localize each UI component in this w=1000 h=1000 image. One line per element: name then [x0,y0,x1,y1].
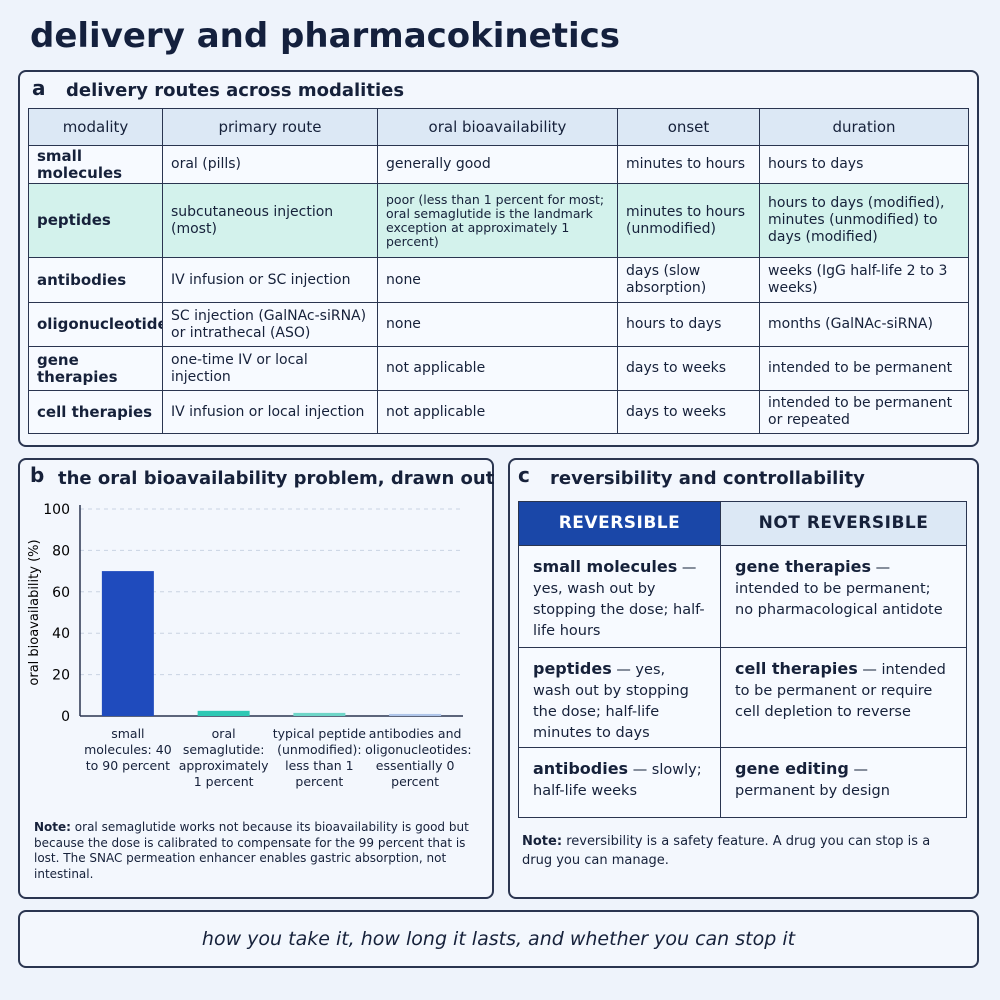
panel-heading: the oral bioavailability problem, drawn … [58,468,495,489]
table-cell: intended to be permanent or repeated [759,390,969,434]
x-tick-label: oral semaglutide: approximately 1 percen… [178,726,269,789]
reversibility-cell: antibodies — slowly; half-life weeks [518,747,721,818]
cell-lead: small molecules [533,557,678,576]
table-header-cell: duration [759,108,969,146]
note: Note: reversibility is a safety feature.… [522,832,942,870]
y-axis-label: oral bioavailability (%) [27,539,42,685]
y-tick-label: 20 [52,668,70,684]
note-text: oral semaglutide works not because its b… [34,820,469,881]
note-text: reversibility is a safety feature. A dru… [522,834,931,868]
y-tick-label: 100 [43,502,70,518]
bar [101,571,154,716]
cell-lead: gene therapies [735,557,872,576]
panel-letter: c [518,463,530,487]
table-cell: days (slow absorption) [617,257,760,303]
page-title: delivery and pharmacokinetics [30,16,620,56]
bar [293,712,346,716]
table-cell: peptides [28,183,163,258]
table-cell: days to weeks [617,346,760,391]
table-cell: oligonucleotides [28,302,177,347]
cell-lead: cell therapies [735,659,858,678]
panel-letter: a [32,76,46,100]
footer: how you take it, how long it lasts, and … [18,910,979,968]
panel-letter: b [30,463,45,487]
column-header: REVERSIBLE [518,501,721,546]
table-cell: hours to days (modified), minutes (unmod… [759,183,969,258]
y-tick-label: 60 [52,585,70,601]
table-cell: small molecules [28,145,163,184]
cell-text: — permanent by design [735,762,890,799]
y-tick-label: 80 [52,543,70,559]
bar [197,710,250,716]
cell-text: — intended to be permanent; no pharmacol… [735,560,943,618]
table-cell: antibodies [28,257,163,303]
table-cell: none [377,302,618,347]
note-label: Note: [34,820,71,834]
column-header: NOT REVERSIBLE [720,501,967,546]
table-cell: gene therapies [28,346,163,391]
reversibility-cell: peptides — yes, wash out by stopping the… [518,647,721,762]
reversibility-cell: gene therapies — intended to be permanen… [720,545,967,648]
cell-lead: gene editing [735,759,849,778]
reversibility-cell: gene editing — permanent by design [720,747,967,818]
table-cell: months (GalNAc-siRNA) [759,302,969,347]
y-tick-label: 0 [61,709,70,725]
table-cell: not applicable [377,390,618,434]
table-cell: intended to be permanent [759,346,969,391]
note-label: Note: [522,834,563,849]
cell-text: — slowly; half-life weeks [533,762,702,799]
table-cell: not applicable [377,346,618,391]
table-header-cell: primary route [162,108,378,146]
panel [18,458,494,899]
table-header-cell: onset [617,108,760,146]
table-cell: minutes to hours (unmodified) [617,183,760,258]
panel-heading: reversibility and controllability [550,468,865,489]
reversibility-cell: cell therapies — intended to be permanen… [720,647,967,748]
cell-lead: peptides [533,659,612,678]
table-header-cell: oral bioavailability [377,108,618,146]
table-cell: cell therapies [28,390,163,434]
table-cell: poor (less than 1 percent for most; oral… [377,183,618,258]
table-cell: subcutaneous injection (most) [162,183,378,258]
table-cell: generally good [377,145,618,184]
table-cell: none [377,257,618,303]
table-header-cell: modality [28,108,163,146]
x-tick-label: small molecules: 40 to 90 percent [84,726,172,773]
cell-text: — yes, wash out by stopping the dose; ha… [533,560,705,639]
table-cell: SC injection (GalNAc-siRNA) or intrathec… [162,302,378,347]
cell-text: — intended to be permanent or require ce… [735,662,946,720]
table-cell: IV infusion or local injection [162,390,378,434]
table-cell: days to weeks [617,390,760,434]
reversibility-cell: small molecules — yes, wash out by stopp… [518,545,721,648]
bar [389,713,442,716]
x-tick-label: typical peptide (unmodified): less than … [272,726,366,789]
note: Note: oral semaglutide works not because… [34,820,474,882]
panel-heading: delivery routes across modalities [66,80,405,101]
y-tick-label: 40 [52,626,70,642]
cell-lead: antibodies [533,759,629,778]
x-tick-label: antibodies and oligonucleotides: essenti… [365,726,472,789]
